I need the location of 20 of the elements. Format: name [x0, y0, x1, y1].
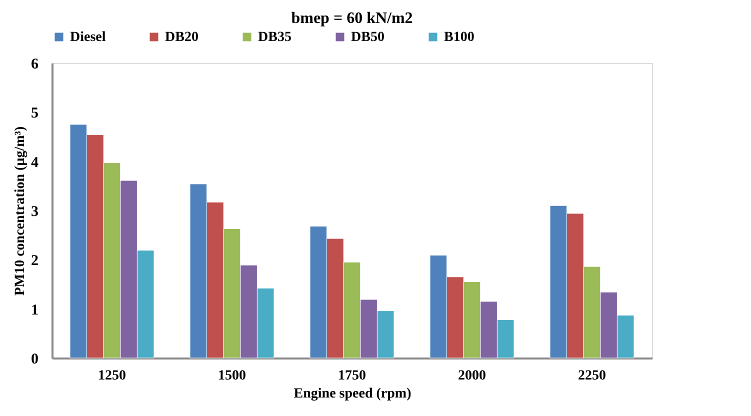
- legend-label: B100: [444, 30, 474, 45]
- x-tick-label: 1750: [338, 368, 366, 384]
- y-tick-label: 4: [31, 154, 39, 171]
- x-tick-label: 2250: [578, 368, 606, 384]
- x-tick-label: 1500: [218, 368, 246, 384]
- legend-label: Diesel: [70, 30, 106, 45]
- legend-label: DB35: [258, 30, 292, 45]
- y-tick-label: 1: [31, 302, 38, 318]
- x-tick-label: 2000: [458, 368, 486, 384]
- legend-label: DB50: [351, 30, 384, 45]
- y-tick-label: 5: [31, 106, 38, 122]
- y-tick-label: 3: [31, 204, 38, 220]
- chart-title: bmep = 60 kN/m2: [291, 10, 413, 27]
- y-tick-label: 0: [31, 352, 38, 368]
- x-axis-title: Engine speed (rpm): [294, 386, 412, 402]
- legend-label: DB20: [165, 30, 198, 45]
- y-axis-title: PM10 concentration (µg/m³): [13, 126, 28, 296]
- y-tick-label: 2: [31, 253, 38, 270]
- x-tick-label: 1250: [98, 368, 126, 384]
- y-tick-label: 6: [31, 56, 39, 72]
